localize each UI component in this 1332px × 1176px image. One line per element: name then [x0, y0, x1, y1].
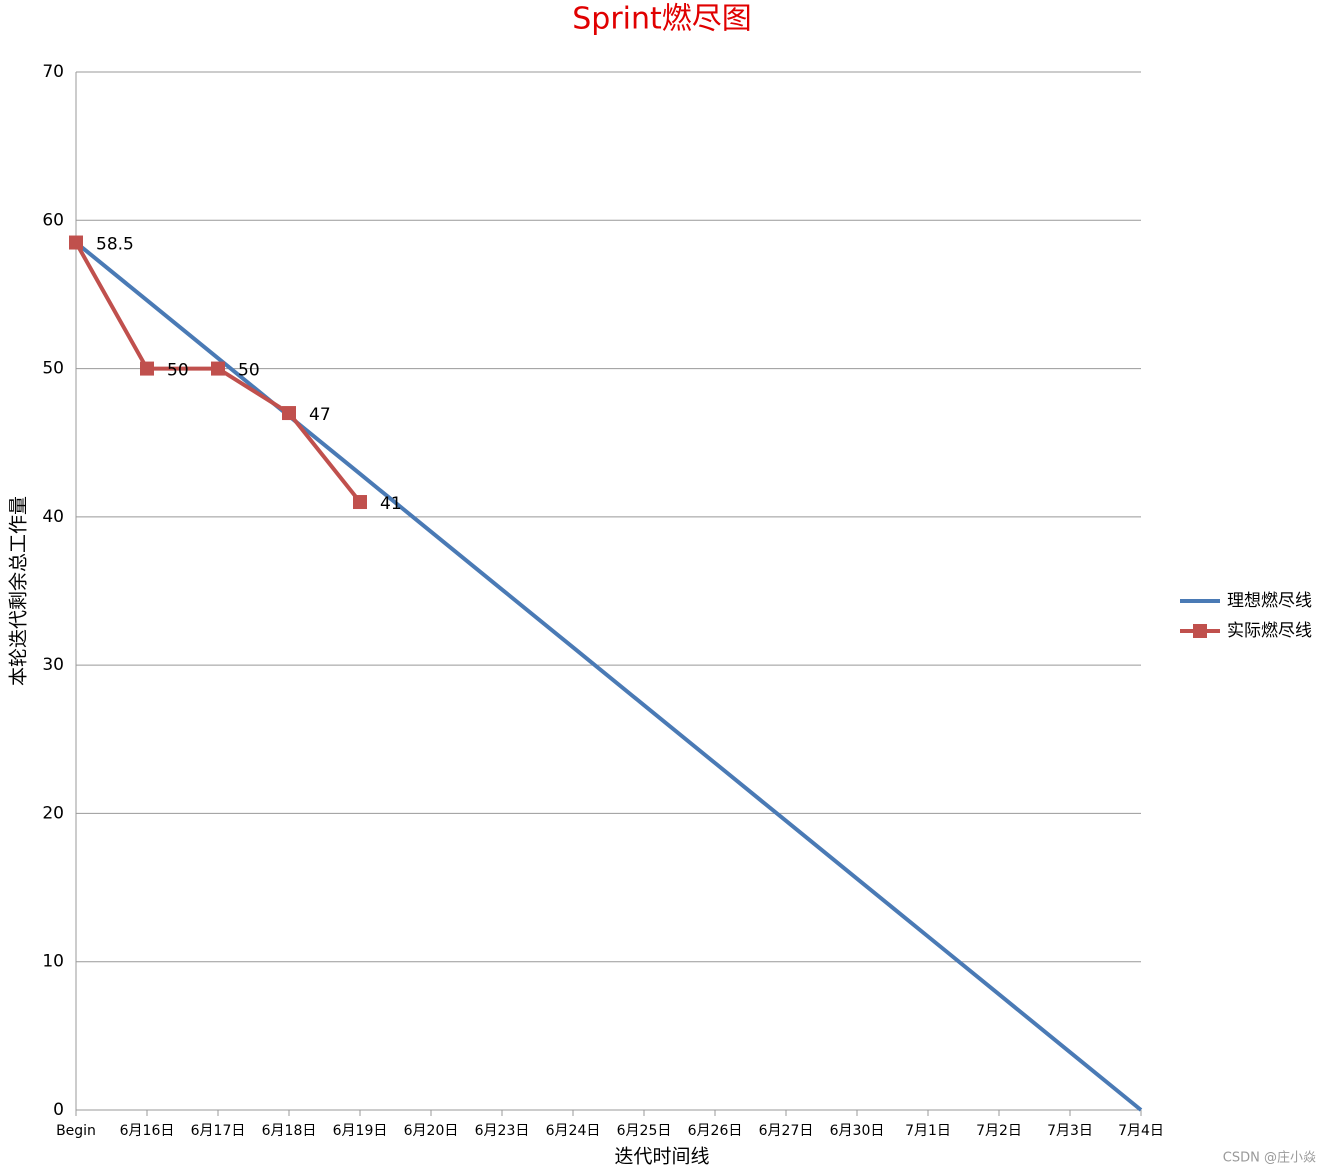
x-tick-label: 6月26日: [688, 1123, 743, 1139]
x-tick-label: 7月4日: [1118, 1123, 1164, 1139]
marker: [353, 495, 367, 510]
watermark: CSDN @庄小焱: [1223, 1150, 1316, 1166]
x-tick-label: 6月30日: [830, 1123, 885, 1139]
x-tick-label: 6月19日: [333, 1123, 388, 1139]
x-tick-label: Begin: [56, 1123, 96, 1139]
y-tick-label: 10: [42, 952, 64, 972]
data-label: 58.5: [96, 235, 134, 255]
data-label: 41: [380, 494, 402, 514]
x-tick-label: 6月25日: [617, 1123, 672, 1139]
x-tick-label: 6月24日: [546, 1123, 601, 1139]
data-label: 50: [167, 361, 189, 381]
y-tick-label: 20: [42, 803, 64, 823]
legend-marker: [1193, 624, 1207, 638]
x-tick-label: 6月18日: [262, 1123, 317, 1139]
x-tick-label: 6月27日: [759, 1123, 814, 1139]
legend-label: 实际燃尽线: [1227, 621, 1312, 641]
data-label: 50: [238, 361, 260, 381]
y-tick-label: 50: [42, 359, 64, 379]
y-tick-label: 70: [42, 62, 64, 82]
y-tick-label: 30: [42, 655, 64, 675]
x-tick-label: 7月1日: [905, 1123, 951, 1139]
x-tick-label: 7月3日: [1047, 1123, 1093, 1139]
y-tick-label: 40: [42, 507, 64, 527]
data-label: 47: [309, 405, 331, 425]
y-axis-label: 本轮迭代剩余总工作量: [8, 496, 30, 686]
x-tick-label: 6月20日: [404, 1123, 459, 1139]
legend-label: 理想燃尽线: [1227, 591, 1312, 611]
x-tick-label: 6月16日: [120, 1123, 175, 1139]
y-tick-label: 0: [53, 1100, 64, 1120]
marker: [211, 361, 225, 376]
x-tick-label: 6月23日: [475, 1123, 530, 1139]
series-line: [74, 240, 1143, 1112]
marker: [282, 406, 296, 421]
x-axis-label: 迭代时间线: [614, 1146, 709, 1168]
x-tick-label: 6月17日: [191, 1123, 246, 1139]
marker: [69, 235, 83, 250]
y-tick-label: 60: [42, 210, 64, 230]
marker: [140, 361, 154, 376]
x-tick-label: 7月2日: [976, 1123, 1022, 1139]
chart-title: Sprint燃尽图: [572, 2, 752, 37]
